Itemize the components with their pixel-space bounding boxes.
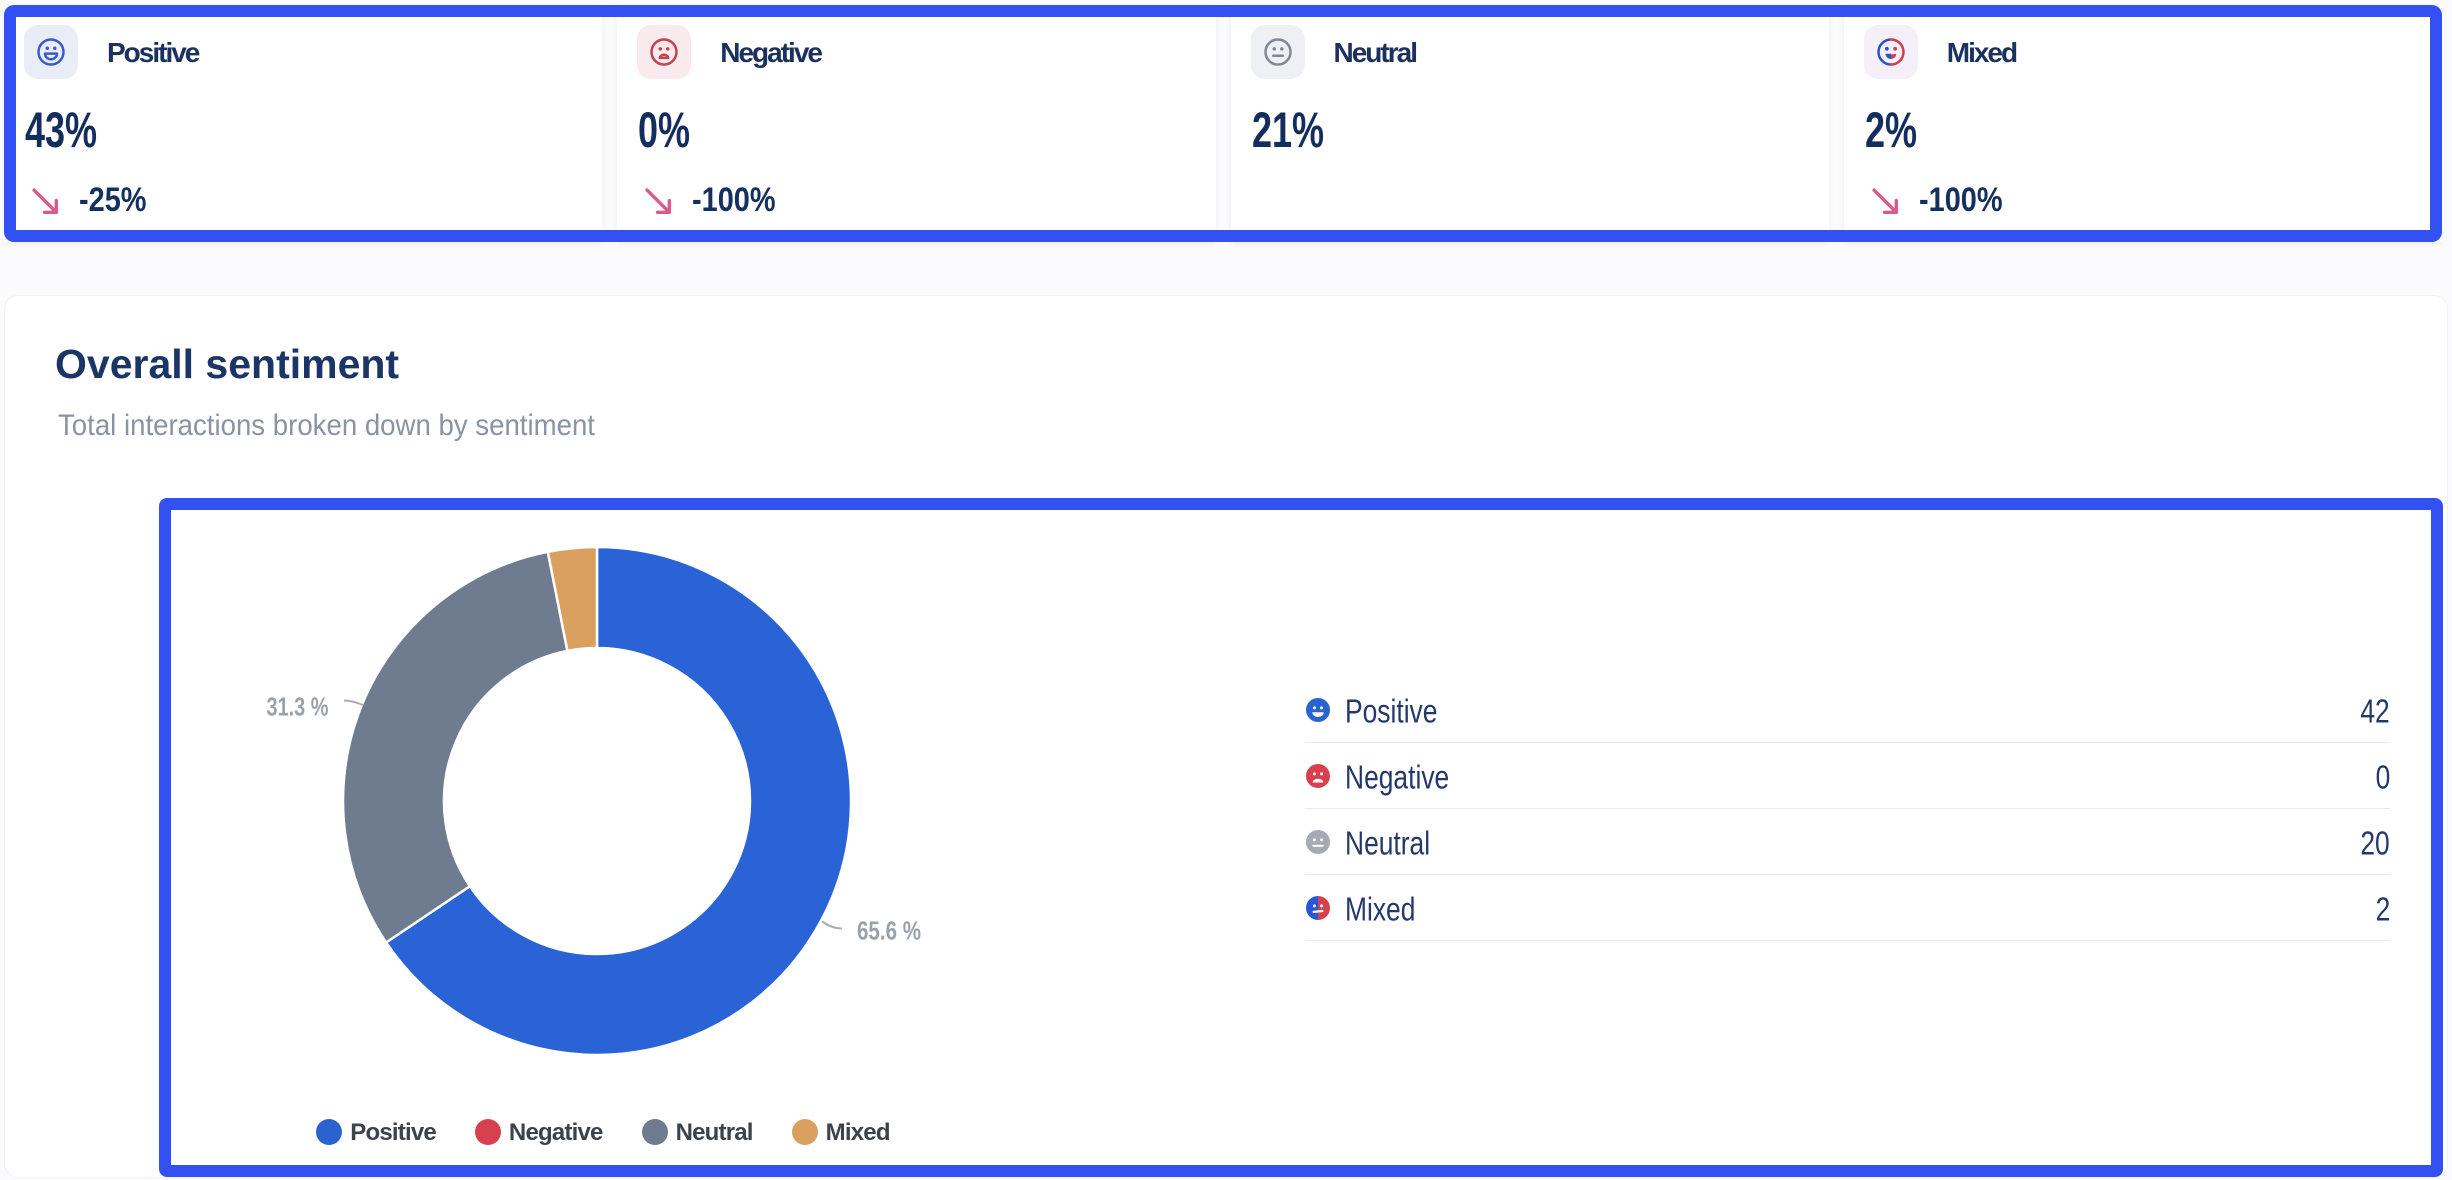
svg-text:65.6 %: 65.6 % bbox=[857, 916, 921, 946]
svg-text:31.3 %: 31.3 % bbox=[267, 692, 329, 722]
